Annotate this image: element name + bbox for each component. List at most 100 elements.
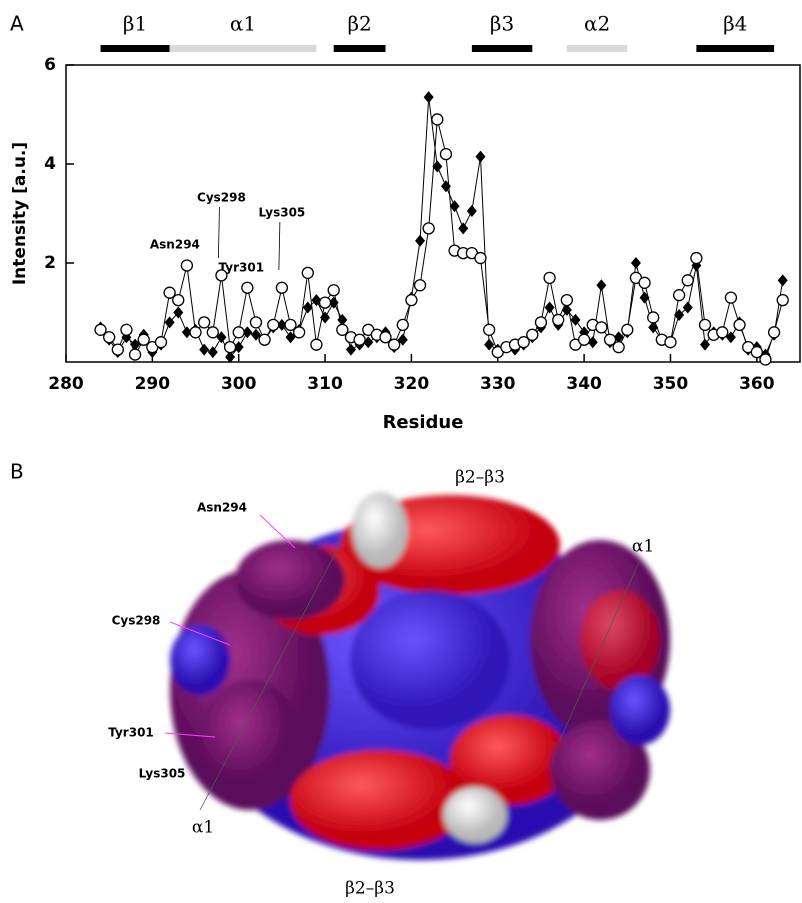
annotation: Lys305: [258, 206, 305, 220]
diamond-marker: [242, 326, 253, 339]
diamond-marker: [363, 336, 374, 349]
circle-marker: [776, 293, 789, 307]
residue-label: Cys298: [112, 614, 161, 628]
circle-marker: [405, 293, 418, 307]
circle-marker: [189, 326, 202, 339]
circle-marker: [163, 286, 176, 299]
circle-marker: [128, 348, 142, 361]
circle-marker: [111, 343, 124, 356]
helix-axis: [199, 534, 346, 811]
circle-marker: [422, 222, 435, 235]
y-tick-label: 4: [44, 154, 56, 174]
plot-frame: [65, 64, 801, 363]
x-tick-label: 350: [653, 374, 689, 394]
structure-label: α2: [584, 12, 610, 36]
diamond-marker: [682, 301, 693, 314]
circle-marker: [482, 323, 496, 336]
circle-marker: [215, 269, 228, 282]
circle-marker: [647, 311, 660, 324]
diamond-marker: [440, 180, 451, 193]
diamond-marker: [225, 351, 236, 364]
region-label: α1: [632, 537, 654, 557]
circle-marker: [120, 323, 133, 336]
circle-marker: [439, 147, 453, 161]
leader-line: [164, 732, 216, 738]
diamond-marker: [328, 296, 339, 309]
structure-label: β2: [347, 12, 371, 36]
annotation: Asn294: [150, 238, 200, 252]
circle-marker: [543, 271, 556, 285]
residue-label: Tyr301: [108, 726, 154, 740]
molecular-surface: [170, 492, 670, 860]
plot-area: β1 α1 β2 β3 α2 β4 2 4 6 280 290 300 310 320 330 340 350 3…: [10, 12, 801, 433]
structure-bar: [696, 45, 775, 52]
diamond-marker: [725, 331, 736, 344]
circle-marker: [517, 336, 530, 349]
diamond-marker: [648, 321, 659, 334]
circle-marker: [94, 323, 107, 336]
diamond-marker: [700, 338, 711, 351]
diamond-marker: [674, 308, 685, 321]
circle-marker: [241, 281, 254, 294]
diamond-marker: [199, 343, 210, 356]
diamond-marker: [777, 274, 788, 287]
circle-marker: [396, 318, 409, 332]
diamond-marker: [475, 150, 486, 163]
circle-marker: [724, 291, 738, 304]
y-tick-label: 2: [44, 253, 56, 273]
circle-marker: [664, 336, 677, 349]
circle-marker: [672, 289, 686, 302]
annotation-leader: [218, 206, 220, 259]
circle-marker: [733, 318, 746, 332]
helix-axis: [559, 559, 641, 741]
x-tick-label: 290: [135, 374, 171, 394]
structure-bar: [100, 45, 170, 52]
y-axis-label: Intensity [a.u.]: [10, 142, 30, 285]
diamond-marker: [276, 318, 287, 331]
region-label: β2–β3: [345, 879, 395, 899]
circle-marker: [206, 326, 219, 339]
diamond-marker: [397, 333, 408, 346]
diamond-marker: [233, 341, 244, 354]
diamond-marker: [466, 205, 477, 218]
circle-marker: [595, 321, 608, 334]
y-tick-label: 6: [44, 55, 56, 75]
diamond-marker: [570, 313, 581, 326]
residue-label: Lys305: [139, 767, 186, 781]
surface-labels: β2–β3 α1 Asn294 Cys298 Tyr301 Lys305 α1 …: [108, 468, 654, 899]
circle-marker: [223, 340, 237, 354]
structure-bar: [169, 45, 317, 52]
circle-marker: [172, 293, 185, 307]
circle-marker: [275, 281, 289, 294]
circle-marker: [327, 284, 340, 297]
circle-marker: [698, 318, 712, 332]
circle-marker: [413, 279, 427, 292]
circle-marker: [690, 251, 703, 265]
circle-marker: [154, 336, 168, 349]
diamond-marker: [484, 338, 495, 351]
diamond-marker: [613, 331, 624, 344]
circle-marker: [249, 316, 263, 329]
circle-marker: [681, 274, 694, 287]
diamond-marker: [432, 160, 443, 173]
x-axis-label: Residue: [383, 412, 464, 433]
circle-marker: [310, 338, 323, 351]
circle-marker: [577, 333, 591, 346]
diamond-marker: [250, 328, 261, 341]
circle-marker: [750, 345, 763, 359]
circle-marker: [353, 333, 366, 346]
circle-marker: [621, 323, 634, 336]
panel-label: A: [10, 12, 24, 36]
circle-marker: [180, 259, 194, 272]
x-tick-label: 310: [307, 374, 343, 394]
diamond-marker: [630, 257, 641, 269]
leader-line: [169, 621, 231, 646]
x-tick-label: 330: [480, 374, 516, 394]
diamond-marker: [423, 91, 434, 104]
leader-line: [259, 514, 296, 549]
circle-marker: [198, 316, 211, 329]
structure-label: β4: [723, 12, 747, 36]
structure-bar: [566, 45, 628, 52]
circle-marker: [103, 331, 116, 344]
